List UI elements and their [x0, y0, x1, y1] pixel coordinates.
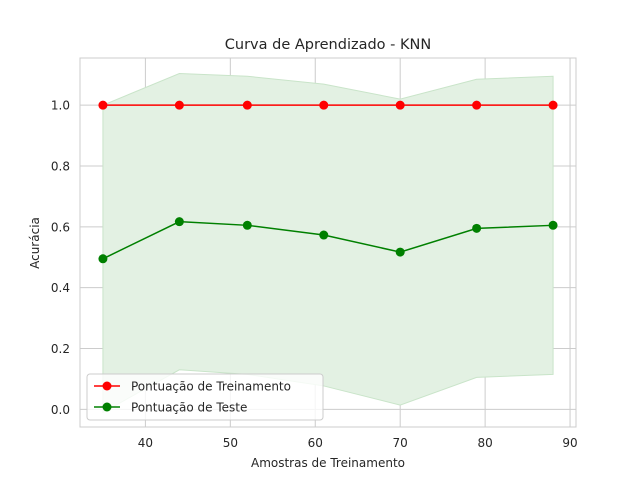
x-tick-label: 60	[308, 436, 323, 450]
legend-test-label: Pontuação de Teste	[131, 401, 247, 415]
legend: Pontuação de Treinamento Pontuação de Te…	[86, 373, 324, 421]
y-tick-labels: 0.0 0.2 0.4 0.6 0.8 1.0	[51, 99, 70, 417]
y-tick-label: 0.2	[51, 342, 70, 356]
train-score-point	[319, 100, 329, 110]
test-score-point	[472, 223, 482, 233]
plot-frame	[79, 57, 577, 428]
train-score-point	[472, 100, 482, 110]
y-tick-label: 0.0	[51, 403, 70, 417]
y-axis-label: Acurácia	[28, 217, 42, 269]
legend-box	[86, 373, 324, 421]
train-score-point	[548, 100, 558, 110]
test-score-point	[319, 230, 329, 240]
train-score-point	[174, 100, 184, 110]
train-score-point	[395, 100, 405, 110]
x-tick-label: 80	[477, 436, 492, 450]
y-tick-label: 0.8	[51, 159, 70, 173]
legend-test-marker	[102, 402, 112, 412]
y-tick-label: 1.0	[51, 99, 70, 113]
x-tick-labels: 40 50 60 70 80 90	[138, 436, 578, 450]
test-score-point	[242, 220, 252, 230]
test-score-point	[174, 217, 184, 227]
legend-train-label: Pontuação de Treinamento	[131, 380, 291, 394]
x-tick-label: 90	[562, 436, 577, 450]
train-score-point	[98, 100, 108, 110]
test-score-point	[548, 220, 558, 230]
test-score-band	[102, 73, 554, 414]
legend-train-marker	[102, 381, 112, 391]
plot-area	[79, 57, 577, 428]
y-tick-label: 0.6	[51, 220, 70, 234]
x-tick-label: 50	[223, 436, 238, 450]
x-tick-label: 70	[393, 436, 408, 450]
chart-title: Curva de Aprendizado - KNN	[225, 37, 431, 53]
train-score-point	[242, 100, 252, 110]
y-tick-label: 0.4	[51, 281, 70, 295]
test-score-point	[98, 254, 108, 264]
series-points	[98, 100, 558, 264]
x-axis-label: Amostras de Treinamento	[251, 456, 405, 470]
x-tick-label: 40	[138, 436, 153, 450]
confidence-bands	[102, 73, 554, 414]
test-score-point	[395, 247, 405, 257]
